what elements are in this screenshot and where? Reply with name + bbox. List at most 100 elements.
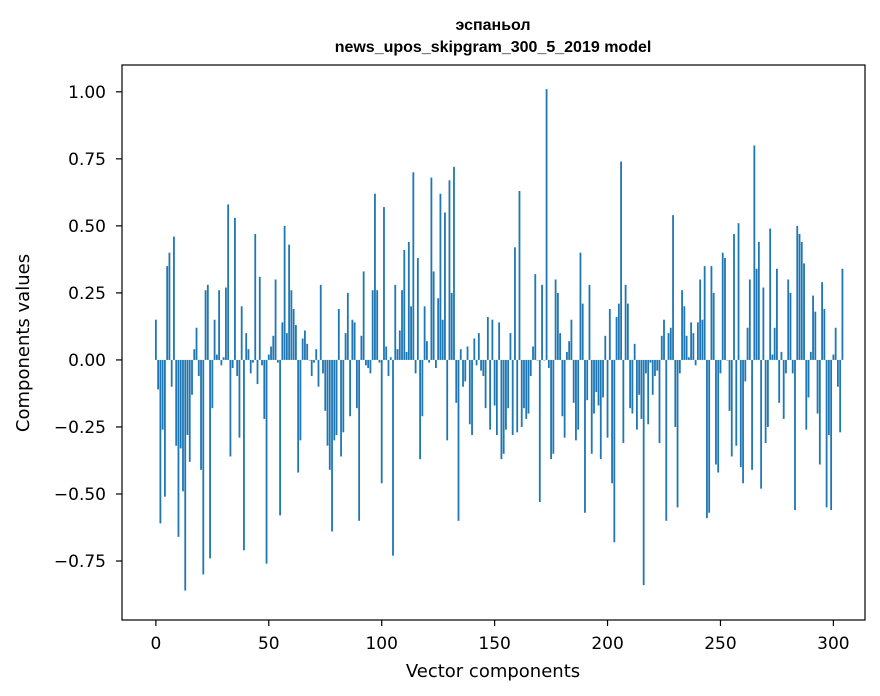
bar-15 xyxy=(188,359,191,462)
bar-289 xyxy=(807,359,810,398)
bar-202 xyxy=(611,359,613,484)
bar-285 xyxy=(798,233,801,360)
bar-6 xyxy=(168,252,171,360)
bar-173 xyxy=(545,89,548,360)
bar-231 xyxy=(676,359,679,508)
bar-43 xyxy=(252,359,254,363)
bar-239 xyxy=(694,359,697,366)
bar-188 xyxy=(579,252,582,360)
bar-147 xyxy=(486,317,489,360)
bar-13 xyxy=(184,359,187,591)
bar-274 xyxy=(773,327,776,360)
y-tick-label: 0.25 xyxy=(68,284,106,304)
x-axis-label: Vector components xyxy=(406,661,580,682)
bar-153 xyxy=(500,359,503,460)
bar-55 xyxy=(279,359,281,516)
bar-225 xyxy=(663,319,665,360)
bar-148 xyxy=(489,359,492,430)
bar-101 xyxy=(383,207,385,360)
bar-118 xyxy=(421,359,424,417)
bar-171 xyxy=(541,284,543,360)
bar-254 xyxy=(728,359,731,411)
bar-271 xyxy=(766,359,769,427)
bar-66 xyxy=(304,330,306,360)
x-tick-label: 300 xyxy=(817,634,849,654)
bar-262 xyxy=(746,327,749,360)
bar-82 xyxy=(340,359,342,457)
bar-156 xyxy=(507,359,510,409)
bar-287 xyxy=(803,263,805,360)
chart-title-line-2: news_upos_skipgram_300_5_2019 model xyxy=(335,39,652,56)
bar-277 xyxy=(780,351,783,360)
bar-185 xyxy=(572,359,575,403)
bar-179 xyxy=(559,333,562,360)
bar-281 xyxy=(789,292,792,360)
bar-237 xyxy=(690,322,693,360)
bar-11 xyxy=(179,359,182,449)
bar-38 xyxy=(240,306,243,360)
bar-84 xyxy=(344,333,347,360)
bar-56 xyxy=(281,322,284,360)
bar-135 xyxy=(459,349,462,360)
bar-146 xyxy=(484,359,487,409)
bar-303 xyxy=(839,359,842,433)
bar-276 xyxy=(778,359,781,403)
bar-298 xyxy=(827,359,830,435)
bar-122 xyxy=(430,177,433,360)
bar-42 xyxy=(249,359,252,374)
bar-24 xyxy=(209,359,211,559)
bar-223 xyxy=(658,359,661,444)
bar-149 xyxy=(491,319,494,360)
bar-166 xyxy=(529,359,532,377)
bar-123 xyxy=(432,271,435,360)
bar-191 xyxy=(586,359,589,401)
bar-100 xyxy=(380,359,383,484)
bar-215 xyxy=(640,359,643,419)
bar-2 xyxy=(159,359,162,524)
bar-164 xyxy=(525,359,528,419)
bar-266 xyxy=(755,268,758,360)
bar-114 xyxy=(412,172,415,360)
bar-47 xyxy=(261,359,263,366)
bar-272 xyxy=(769,228,772,360)
bar-246 xyxy=(710,266,713,360)
bar-301 xyxy=(834,327,837,360)
bar-140 xyxy=(471,359,473,435)
bar-292 xyxy=(814,311,817,360)
x-tick-label: 150 xyxy=(478,634,510,654)
y-tick-label: 0.00 xyxy=(68,351,106,371)
bar-263 xyxy=(748,279,751,360)
bar-240 xyxy=(696,322,699,360)
bar-74 xyxy=(322,359,324,374)
bar-65 xyxy=(301,338,304,360)
bar-304 xyxy=(841,268,844,360)
bar-141 xyxy=(473,338,476,360)
bar-104 xyxy=(389,357,392,360)
bar-95 xyxy=(369,359,372,374)
bar-172 xyxy=(543,359,546,361)
bar-295 xyxy=(821,282,823,360)
bar-130 xyxy=(448,180,451,360)
y-tick-label: 0.50 xyxy=(68,217,106,237)
bar-32 xyxy=(227,204,230,360)
bar-203 xyxy=(613,359,616,543)
x-axis-ticks: 0 50 100 150 200 250 300 xyxy=(150,620,850,654)
bar-224 xyxy=(660,335,663,360)
bar-197 xyxy=(599,359,602,460)
bar-106 xyxy=(394,284,397,360)
bar-152 xyxy=(498,322,501,360)
bar-150 xyxy=(493,359,496,406)
bar-9 xyxy=(175,359,178,446)
bar-210 xyxy=(629,359,632,409)
y-axis-ticks: 1.00 0.75 0.50 0.25 0.00 −0.25 −0.50 −0.75 xyxy=(54,83,122,572)
bar-165 xyxy=(527,359,530,414)
bar-286 xyxy=(800,241,803,360)
bar-222 xyxy=(656,359,659,371)
bar-175 xyxy=(550,359,552,460)
bar-79 xyxy=(333,359,336,441)
bar-59 xyxy=(288,244,291,360)
bar-269 xyxy=(762,287,765,360)
bar-96 xyxy=(371,290,374,360)
bar-247 xyxy=(712,292,715,360)
